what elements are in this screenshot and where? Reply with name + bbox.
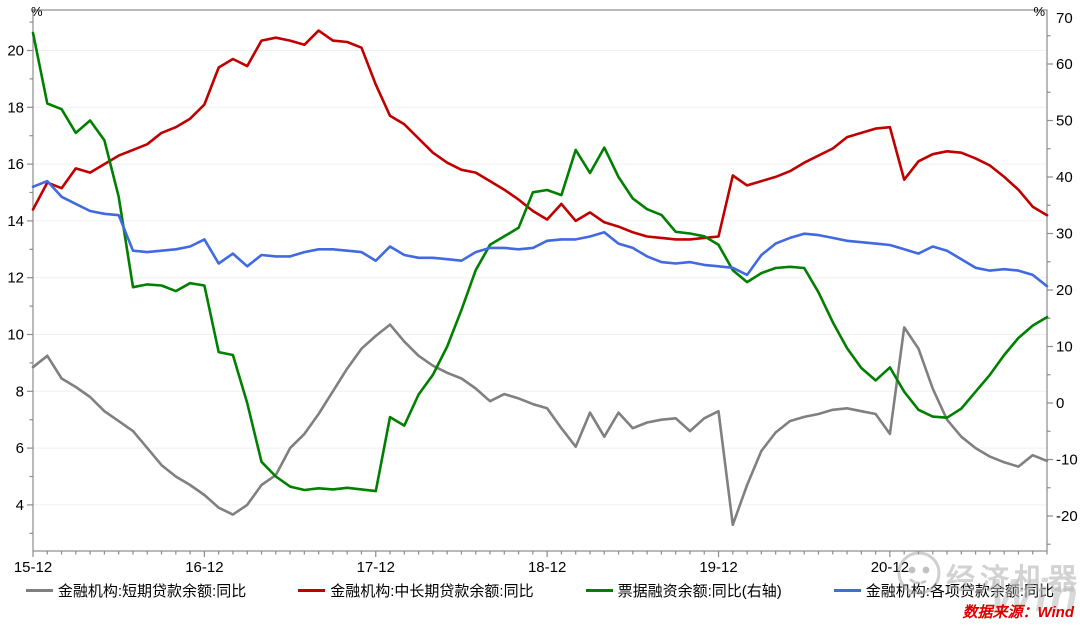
legend-swatch-red bbox=[298, 589, 326, 592]
y-axis-label-left: 6 bbox=[16, 440, 24, 457]
y-axis-label-right: -10 bbox=[1056, 452, 1078, 469]
legend-swatch-blue bbox=[833, 589, 861, 592]
y-axis-unit-right: % bbox=[1033, 4, 1045, 19]
chart-legend: 金融机构:短期贷款余额:同比 金融机构:中长期贷款余额:同比 票据融资余额:同比… bbox=[0, 580, 1080, 601]
y-axis-label-right: -20 bbox=[1056, 508, 1078, 525]
y-axis-label-right: 30 bbox=[1056, 226, 1073, 243]
x-axis-label: 18-12 bbox=[528, 559, 566, 576]
x-axis-label: 19-12 bbox=[699, 559, 737, 576]
legend-label: 金融机构:中长期贷款余额:同比 bbox=[330, 583, 534, 600]
legend-item-medium-long-term-loans: 金融机构:中长期贷款余额:同比 bbox=[298, 580, 534, 601]
legend-label: 票据融资余额:同比(右轴) bbox=[617, 583, 782, 600]
legend-item-short-term-loans: 金融机构:短期贷款余额:同比 bbox=[25, 580, 247, 601]
y-axis-label-left: 12 bbox=[7, 270, 24, 287]
series-line-bill-financing bbox=[31, 31, 1049, 493]
x-axis-label: 20-12 bbox=[871, 559, 909, 576]
y-axis-label-right: 0 bbox=[1056, 395, 1064, 412]
series-line-all-loans bbox=[31, 179, 1049, 288]
y-axis-label-left: 20 bbox=[7, 43, 24, 60]
y-axis-label-right: 50 bbox=[1056, 113, 1073, 130]
x-axis-label: 16-12 bbox=[185, 559, 223, 576]
legend-item-bill-financing: 票据融资余额:同比(右轴) bbox=[585, 580, 782, 601]
y-axis-label-left: 16 bbox=[7, 156, 24, 173]
legend-swatch-green bbox=[585, 589, 613, 592]
x-axis-label: 15-12 bbox=[14, 559, 52, 576]
y-axis-unit-left: % bbox=[31, 4, 43, 19]
data-source-note: 数据来源：Wind bbox=[962, 604, 1074, 621]
legend-swatch-gray bbox=[25, 589, 53, 592]
y-axis-label-left: 14 bbox=[7, 213, 24, 230]
y-axis-label-right: 40 bbox=[1056, 169, 1073, 186]
y-axis-label-left: 18 bbox=[7, 99, 24, 116]
legend-label: 金融机构:各项贷款余额:同比 bbox=[865, 583, 1055, 600]
legend-item-all-loans: 金融机构:各项贷款余额:同比 bbox=[833, 580, 1055, 601]
y-axis-label-left: 10 bbox=[7, 327, 24, 344]
y-axis-label-right: 70 bbox=[1056, 10, 1073, 27]
plot-border bbox=[32, 9, 1048, 552]
x-axis-label: 17-12 bbox=[357, 559, 395, 576]
series-line-medium-long-term-loans bbox=[31, 29, 1049, 241]
y-axis-label-left: 8 bbox=[16, 383, 24, 400]
y-axis-label-left: 4 bbox=[16, 497, 24, 514]
series-line-short-term-loans bbox=[31, 323, 1049, 527]
y-axis-label-right: 20 bbox=[1056, 282, 1073, 299]
y-axis-label-right: 10 bbox=[1056, 339, 1073, 356]
legend-label: 金融机构:短期贷款余额:同比 bbox=[57, 583, 247, 600]
y-axis-label-right: 60 bbox=[1056, 56, 1073, 73]
